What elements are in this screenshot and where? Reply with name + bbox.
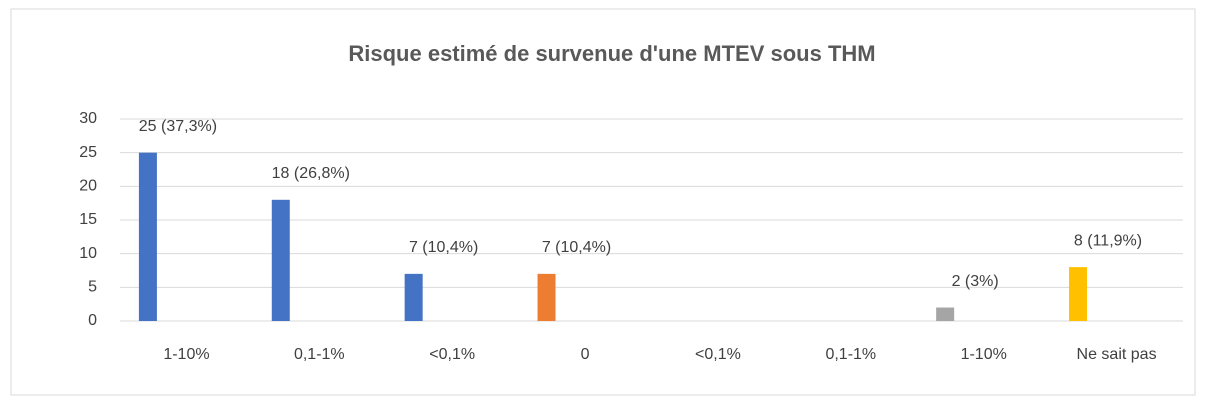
y-tick-label: 10 (79, 245, 97, 262)
y-tick-label: 20 (79, 178, 97, 195)
x-tick-label: <0,1% (695, 346, 741, 363)
data-label: 7 (10,4%) (409, 239, 478, 256)
data-label: 7 (10,4%) (542, 239, 611, 256)
bar (1069, 267, 1088, 321)
x-tick-label: 1-10% (163, 346, 209, 363)
bar (537, 273, 556, 321)
y-tick-label: 15 (79, 211, 97, 228)
x-tick-label: 0,1-1% (825, 346, 876, 363)
bar (936, 307, 955, 321)
x-tick-label: <0,1% (429, 346, 475, 363)
bar (271, 199, 290, 321)
y-tick-label: 25 (79, 144, 97, 161)
data-label: 2 (3%) (952, 273, 999, 290)
y-tick-label: 5 (88, 279, 97, 296)
x-tick-label: Ne sait pas (1077, 346, 1157, 363)
x-tick-label: 0 (581, 346, 590, 363)
chart-title: Risque estimé de survenue d'une MTEV sou… (348, 41, 875, 66)
y-tick-label: 0 (88, 312, 97, 329)
bar (138, 152, 157, 321)
chart-frame (10, 8, 1196, 396)
data-label: 8 (11,9%) (1074, 232, 1142, 249)
data-label: 18 (26,8%) (272, 165, 350, 182)
bar (404, 273, 423, 321)
data-label: 25 (37,3%) (139, 118, 217, 135)
y-tick-label: 30 (79, 110, 97, 127)
x-tick-label: 0,1-1% (294, 346, 345, 363)
x-tick-label: 1-10% (961, 346, 1007, 363)
